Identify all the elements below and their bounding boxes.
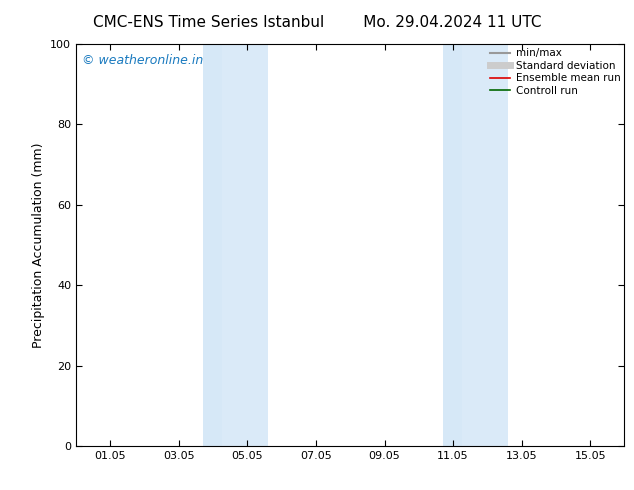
Bar	[462, 44, 508, 446]
Text: © weatheronline.in: © weatheronline.in	[82, 54, 203, 67]
Bar	[222, 44, 268, 446]
Text: CMC-ENS Time Series Istanbul        Mo. 29.04.2024 11 UTC: CMC-ENS Time Series Istanbul Mo. 29.04.2…	[93, 15, 541, 30]
Legend: min/max, Standard deviation, Ensemble mean run, Controll run: min/max, Standard deviation, Ensemble me…	[488, 46, 623, 98]
Bar	[443, 44, 462, 446]
Y-axis label: Precipitation Accumulation (mm): Precipitation Accumulation (mm)	[32, 142, 44, 348]
Bar	[203, 44, 222, 446]
